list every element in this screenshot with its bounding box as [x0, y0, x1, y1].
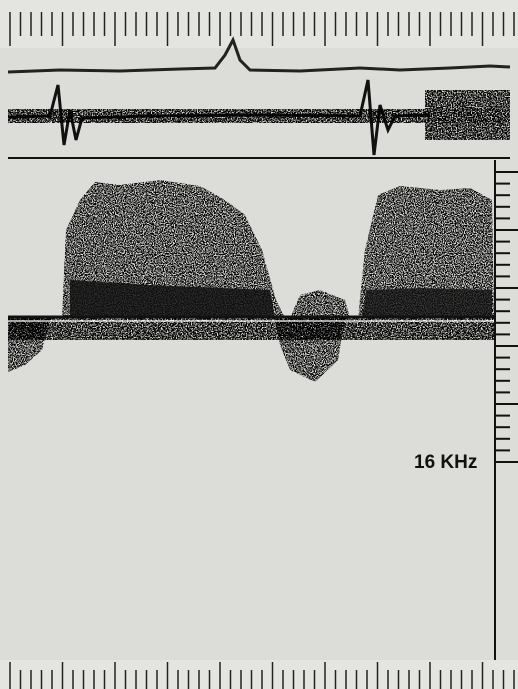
spectral-dense-band — [70, 280, 275, 318]
spectral-envelope — [290, 290, 350, 318]
frequency-label: 16 KHz — [414, 452, 477, 473]
frequency-scale — [495, 171, 518, 463]
top-strip — [0, 0, 518, 48]
bottom-ticks — [9, 662, 515, 689]
trace-noise — [8, 109, 508, 123]
baseline-noise — [8, 318, 495, 340]
spectral-envelope — [358, 186, 494, 318]
top-ticks — [9, 12, 515, 46]
bottom-strip — [0, 660, 518, 689]
spectral-dense-band — [362, 288, 492, 318]
trace-noise — [425, 90, 510, 140]
ecg-trace — [7, 36, 511, 74]
